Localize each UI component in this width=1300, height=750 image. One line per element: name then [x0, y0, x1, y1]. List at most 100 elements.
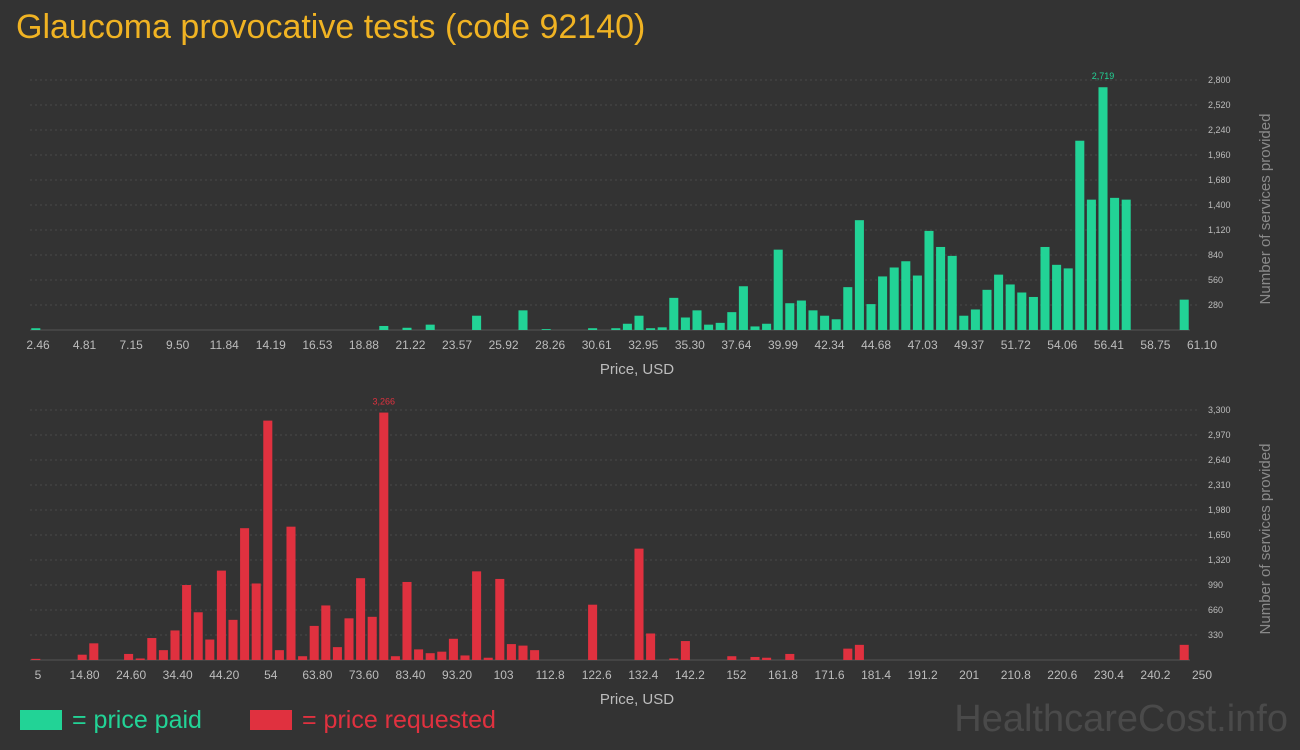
bar — [785, 653, 795, 660]
bar — [878, 276, 888, 330]
x-tick-label: 51.72 — [1001, 338, 1031, 352]
bar — [669, 658, 679, 660]
bar — [1005, 284, 1015, 330]
x-tick-label: 132.4 — [628, 668, 658, 682]
bar — [889, 267, 899, 330]
x-tick-label: 201 — [959, 668, 979, 682]
bar — [820, 315, 830, 330]
bar — [460, 655, 470, 660]
bar — [240, 528, 250, 660]
bar — [646, 328, 656, 330]
y-tick-label: 2,800 — [1208, 75, 1231, 85]
watermark: HealthcareCost.info — [954, 698, 1288, 740]
x-tick-label: 7.15 — [119, 338, 143, 352]
bar — [1121, 199, 1131, 330]
bar — [518, 310, 528, 330]
legend-paid: = price paid — [20, 705, 202, 735]
bar — [1110, 197, 1120, 330]
bar — [228, 619, 238, 660]
x-tick-label: 4.81 — [73, 338, 97, 352]
bar — [646, 633, 656, 660]
bar — [135, 658, 145, 660]
x-tick-label: 112.8 — [536, 668, 565, 682]
bar — [854, 220, 864, 330]
x-tick-label: 35.30 — [675, 338, 705, 352]
y-tick-label: 1,960 — [1208, 150, 1231, 160]
bar — [332, 647, 342, 660]
x-tick-label: 103 — [494, 668, 514, 682]
bar — [843, 287, 853, 330]
x-tick-label: 39.99 — [768, 338, 798, 352]
bar — [994, 274, 1004, 330]
x-tick-label: 34.40 — [163, 668, 193, 682]
bar — [425, 653, 435, 660]
bar — [448, 638, 458, 660]
bar — [773, 249, 783, 330]
bar — [77, 654, 87, 660]
y-tick-label: 3,300 — [1208, 405, 1231, 415]
bar — [31, 328, 41, 330]
x-tick-label: 191.2 — [908, 668, 938, 682]
x-tick-label: 93.20 — [442, 668, 472, 682]
bar — [263, 420, 273, 660]
bar — [622, 323, 632, 330]
x-tick-label: 220.6 — [1047, 668, 1077, 682]
bar — [1028, 296, 1038, 330]
bar — [518, 645, 528, 660]
bar — [530, 650, 540, 660]
y-tick-label: 2,520 — [1208, 100, 1231, 110]
x-tick-label: 58.75 — [1140, 338, 1170, 352]
bar — [170, 630, 180, 660]
x-tick-label: 16.53 — [302, 338, 332, 352]
bar — [785, 303, 795, 330]
x-tick-label: 24.60 — [116, 668, 146, 682]
bar — [831, 319, 841, 330]
bar — [796, 300, 806, 330]
bar — [414, 649, 424, 660]
y-tick-label: 2,240 — [1208, 125, 1231, 135]
bar — [1075, 140, 1085, 330]
x-tick-label: 9.50 — [166, 338, 190, 352]
y-tick-label: 1,650 — [1208, 530, 1231, 540]
bar — [1017, 292, 1027, 330]
peak-value-label: 3,266 — [373, 397, 396, 407]
x-tick-label: 30.61 — [582, 338, 612, 352]
bar — [205, 639, 215, 660]
bar — [402, 581, 412, 660]
bar — [1179, 299, 1189, 330]
bar — [727, 656, 737, 660]
y-tick-label: 1,680 — [1208, 175, 1231, 185]
x-axis-title: Price, USD — [600, 361, 674, 378]
bar — [472, 571, 482, 660]
y-axis-title: Number of services provided — [1257, 444, 1274, 635]
bar — [762, 323, 772, 330]
bar — [750, 326, 760, 330]
x-tick-label: 210.8 — [1001, 668, 1031, 682]
legend-paid-label: = price paid — [72, 705, 202, 734]
bar — [124, 653, 134, 660]
bar — [158, 650, 168, 660]
bar — [472, 315, 482, 330]
bar — [866, 304, 876, 330]
bar — [680, 317, 690, 330]
x-tick-label: 44.20 — [209, 668, 239, 682]
x-tick-label: 28.26 — [535, 338, 565, 352]
x-tick-label: 25.92 — [489, 338, 519, 352]
x-tick-label: 73.60 — [349, 668, 379, 682]
y-tick-label: 560 — [1208, 275, 1223, 285]
bar — [588, 328, 598, 330]
x-tick-label: 18.88 — [349, 338, 379, 352]
x-tick-label: 56.41 — [1094, 338, 1124, 352]
bar — [947, 255, 957, 330]
bar — [715, 322, 725, 330]
x-tick-label: 142.2 — [675, 668, 705, 682]
x-tick-label: 14.19 — [256, 338, 286, 352]
bar — [669, 297, 679, 330]
y-tick-label: 990 — [1208, 580, 1223, 590]
bar — [321, 605, 331, 660]
x-tick-label: 5 — [35, 668, 42, 682]
bar — [912, 275, 922, 330]
x-tick-label: 122.6 — [582, 668, 612, 682]
y-tick-label: 330 — [1208, 630, 1223, 640]
bar — [390, 656, 400, 660]
